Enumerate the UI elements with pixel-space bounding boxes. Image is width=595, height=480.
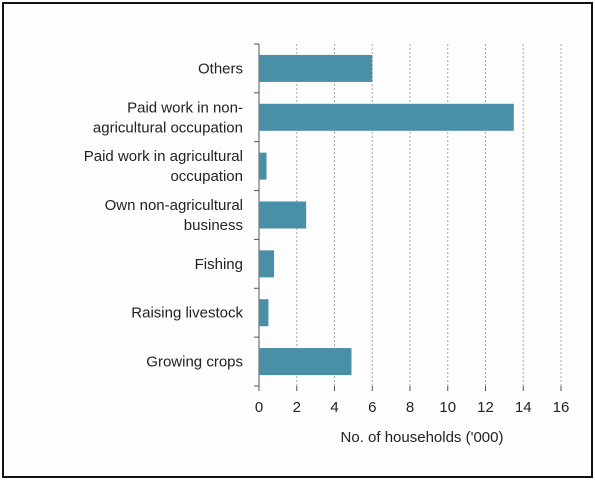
bar-5 [259, 299, 269, 327]
category-label-1: Paid work in non-agricultural occupation [93, 99, 243, 136]
bar-0 [259, 54, 373, 82]
category-label-3: Own non-agricultural business [105, 197, 243, 234]
category-label-line: occupation [170, 168, 243, 185]
category-label-line: Paid work in non- [127, 99, 243, 116]
category-label-line: Own non-agricultural [105, 197, 243, 214]
x-tick-label-2: 2 [293, 399, 301, 416]
category-label-line: business [184, 217, 243, 234]
category-label-line: Growing crops [146, 354, 243, 371]
bar-1 [259, 103, 514, 131]
category-label-2: Paid work in agricultural occupation [84, 148, 243, 185]
bar-4 [259, 250, 275, 278]
category-label-line: Others [198, 60, 243, 77]
x-tick-label-14: 14 [515, 399, 532, 416]
category-label-line: Fishing [195, 256, 243, 273]
bar-2 [259, 152, 267, 180]
x-tick-label-0: 0 [255, 399, 263, 416]
bar-6 [259, 348, 352, 376]
category-label-line: Paid work in agricultural [84, 148, 243, 165]
category-label-line: Raising livestock [131, 305, 243, 322]
bar-3 [259, 201, 307, 229]
x-axis-title: No. of households ('000) [341, 429, 504, 446]
x-tick-label-12: 12 [477, 399, 494, 416]
x-tick-label-16: 16 [553, 399, 570, 416]
x-tick-label-8: 8 [406, 399, 414, 416]
x-tick-label-4: 4 [330, 399, 338, 416]
x-tick-label-10: 10 [439, 399, 456, 416]
category-label-6: Growing crops [146, 354, 243, 371]
category-label-0: Others [198, 60, 243, 77]
category-label-4: Fishing [195, 256, 243, 273]
x-tick-label-6: 6 [368, 399, 376, 416]
category-label-line: agricultural occupation [93, 119, 243, 136]
category-label-5: Raising livestock [131, 305, 243, 322]
bar-chart: 0 2 4 6 8 10 12 14 16 Others Paid work in non-agri… [84, 43, 570, 446]
